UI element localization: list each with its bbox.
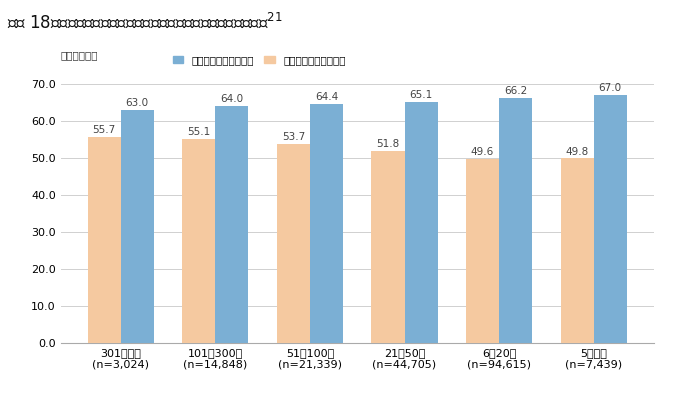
Bar (404, 102, 437, 343)
Bar (371, 151, 404, 343)
Bar (561, 158, 594, 343)
Text: 49.8: 49.8 (565, 147, 589, 156)
Text: 64.4: 64.4 (315, 92, 338, 102)
Bar (499, 98, 532, 343)
Bar (121, 110, 154, 343)
Text: 49.6: 49.6 (471, 147, 494, 157)
Text: 55.7: 55.7 (92, 125, 116, 135)
Text: 65.1: 65.1 (409, 90, 433, 100)
Bar (466, 159, 499, 343)
Text: 64.0: 64.0 (220, 94, 243, 104)
Text: 63.0: 63.0 (126, 98, 149, 108)
Bar (277, 144, 310, 343)
Text: （単位：歳）: （単位：歳） (61, 50, 98, 60)
Text: 67.0: 67.0 (599, 83, 622, 93)
Bar (594, 95, 627, 343)
Text: 66.2: 66.2 (504, 86, 527, 96)
Bar (215, 106, 249, 343)
Text: 51.8: 51.8 (376, 139, 400, 149)
Bar (310, 104, 343, 343)
Bar (88, 137, 121, 343)
Legend: 交代前経営者平均年齢, 交代後経営者平均年齢: 交代前経営者平均年齢, 交代後経営者平均年齢 (173, 55, 346, 65)
Bar (182, 139, 215, 343)
Text: 図表 18：従業員規模別にみた経営者交代による経営者年齢の変化$^{21}$: 図表 18：従業員規模別にみた経営者交代による経営者年齢の変化$^{21}$ (7, 13, 282, 32)
Text: 53.7: 53.7 (282, 132, 305, 142)
Text: 55.1: 55.1 (187, 127, 210, 137)
